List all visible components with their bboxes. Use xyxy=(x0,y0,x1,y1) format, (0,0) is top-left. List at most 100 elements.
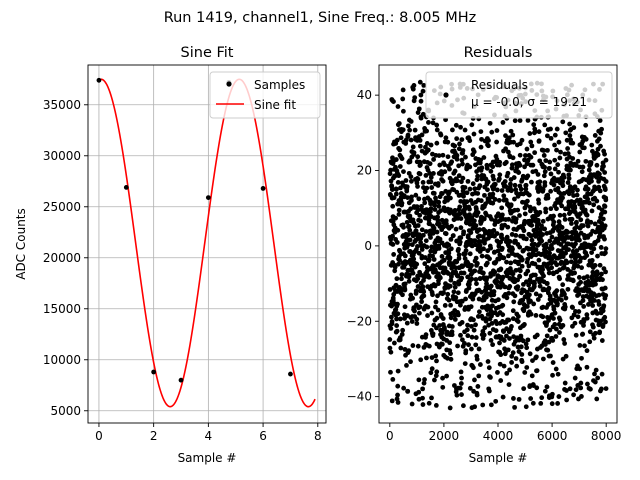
residual-point xyxy=(503,184,509,189)
residual-point xyxy=(442,326,447,332)
residual-point xyxy=(437,275,443,281)
residual-point xyxy=(527,131,533,136)
residual-point xyxy=(528,311,534,317)
residual-point xyxy=(482,325,488,331)
residual-point xyxy=(557,317,563,323)
residual-point xyxy=(527,292,532,298)
residual-point xyxy=(474,356,480,362)
residual-point xyxy=(480,270,486,276)
residual-point xyxy=(536,129,542,135)
residual-point xyxy=(598,143,603,149)
residual-point xyxy=(490,200,496,206)
residual-point xyxy=(496,176,502,182)
residual-point xyxy=(576,291,582,297)
residual-point xyxy=(407,272,412,278)
residual-point xyxy=(509,232,515,237)
sine-fit-legend-box xyxy=(209,71,321,119)
legend-residuals-stats: μ = -0.0, σ = 19.21 xyxy=(471,95,587,109)
residual-point xyxy=(528,298,533,304)
residual-point xyxy=(465,333,471,339)
residual-point xyxy=(460,161,465,167)
residual-point xyxy=(541,173,547,179)
residual-point xyxy=(470,181,476,187)
residual-point xyxy=(457,385,463,391)
residual-point xyxy=(561,212,567,218)
residual-point xyxy=(467,206,472,212)
residual-point xyxy=(602,151,607,157)
residual-point xyxy=(420,402,426,407)
residual-point xyxy=(418,357,424,363)
residual-point xyxy=(394,240,400,245)
residual-point xyxy=(592,263,598,268)
residual-point xyxy=(418,162,423,168)
sine-fit-curve xyxy=(98,78,316,408)
residual-point xyxy=(453,226,459,232)
residual-point xyxy=(429,310,435,316)
residual-point xyxy=(551,219,557,225)
residual-point xyxy=(510,271,516,277)
residual-point xyxy=(572,270,578,276)
residual-point xyxy=(478,144,484,150)
residual-point xyxy=(394,276,400,282)
residual-point xyxy=(603,179,609,184)
residual-point xyxy=(555,185,561,191)
residual-point xyxy=(548,353,553,359)
residual-point xyxy=(578,279,583,285)
residual-point xyxy=(567,386,573,392)
residual-point xyxy=(435,307,441,313)
residual-point xyxy=(593,281,598,287)
residual-point xyxy=(574,219,579,225)
residual-point xyxy=(431,171,436,176)
residual-point xyxy=(530,162,536,168)
residual-point xyxy=(439,191,445,197)
residual-point xyxy=(454,136,460,142)
residual-point xyxy=(412,95,418,101)
residual-point xyxy=(393,191,399,197)
residual-point xyxy=(499,188,505,193)
residual-point xyxy=(579,355,584,361)
residual-point xyxy=(458,302,463,308)
residual-point xyxy=(454,153,460,158)
residual-point xyxy=(510,246,515,252)
residual-point xyxy=(542,342,548,347)
residual-point xyxy=(454,392,460,398)
residual-point xyxy=(413,192,419,198)
residual-point xyxy=(513,356,519,361)
residual-point xyxy=(393,283,399,288)
residual-point xyxy=(542,169,548,175)
residual-point xyxy=(485,143,491,149)
residual-point xyxy=(408,178,414,184)
residual-point xyxy=(524,345,530,351)
residuals-x-tick-label: 6000 xyxy=(537,429,568,443)
residual-point xyxy=(499,232,504,238)
residual-point xyxy=(562,217,568,222)
residual-point xyxy=(467,221,473,227)
residual-point xyxy=(506,135,512,141)
residual-point xyxy=(392,264,398,270)
residual-point xyxy=(399,332,405,337)
residual-point xyxy=(580,164,586,170)
residual-point xyxy=(419,132,425,138)
residual-point xyxy=(465,178,471,184)
residual-point xyxy=(387,345,393,351)
residual-point xyxy=(566,176,572,181)
residual-point xyxy=(503,133,508,139)
residual-point xyxy=(532,150,538,156)
residual-point xyxy=(466,342,471,348)
residual-point xyxy=(471,327,477,333)
residual-point xyxy=(603,293,609,298)
residual-point xyxy=(562,341,568,346)
residual-point xyxy=(602,170,608,175)
residual-point xyxy=(458,369,464,375)
residual-point xyxy=(456,312,461,318)
residual-point xyxy=(394,316,399,322)
residual-point xyxy=(452,280,457,286)
residual-point xyxy=(419,203,424,209)
residual-point xyxy=(599,386,604,392)
residual-point xyxy=(456,246,461,252)
residual-point xyxy=(519,359,525,365)
residual-point xyxy=(459,275,465,281)
residual-point xyxy=(498,378,504,383)
residual-point xyxy=(554,126,560,132)
residual-point xyxy=(407,227,413,233)
